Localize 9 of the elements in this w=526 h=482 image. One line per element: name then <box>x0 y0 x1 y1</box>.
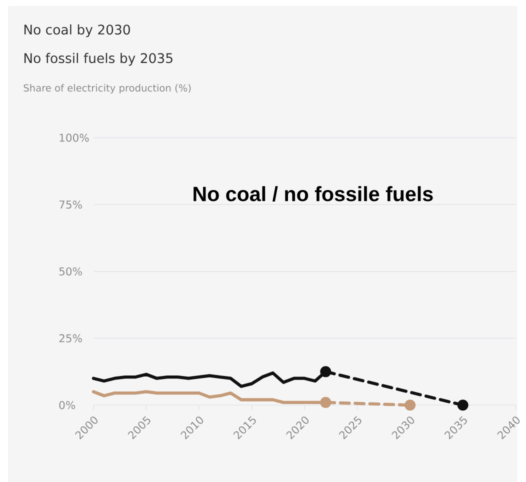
chart-subtitle: No fossil fuels by 2035 <box>24 52 172 66</box>
annotation: No coal / no fossile fuels <box>194 186 433 202</box>
chart-title: No coal by 2030 <box>24 24 130 38</box>
text: Share of electricity production (%) <box>24 84 191 94</box>
y-tick-label: 100% <box>60 134 89 142</box>
y-tick-label: 25% <box>59 334 82 342</box>
y-tick-label: 0% <box>59 400 76 410</box>
y-tick-label: 50% <box>59 267 82 276</box>
y-tick-label: 75% <box>59 200 82 209</box>
